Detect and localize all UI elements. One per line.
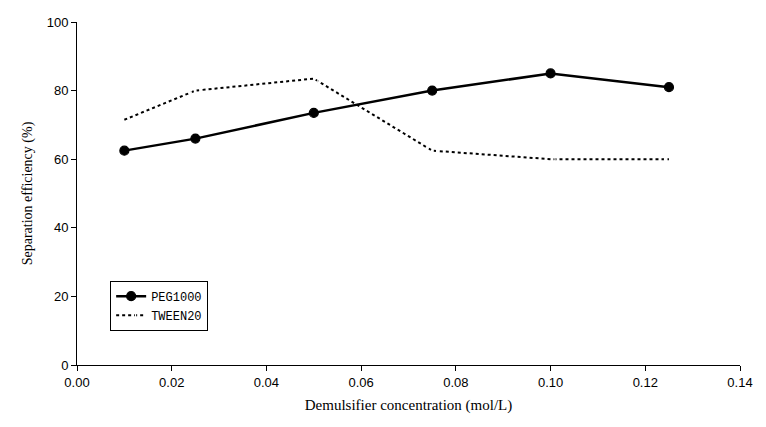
svg-text:20: 20 [54, 289, 68, 304]
svg-text:0.06: 0.06 [348, 375, 373, 390]
svg-text:0.02: 0.02 [159, 375, 184, 390]
svg-text:0.10: 0.10 [538, 375, 563, 390]
svg-text:PEG1000: PEG1000 [151, 291, 201, 305]
svg-text:0.04: 0.04 [254, 375, 279, 390]
svg-text:TWEEN20: TWEEN20 [151, 310, 201, 324]
svg-text:80: 80 [54, 83, 68, 98]
svg-text:0: 0 [61, 358, 68, 373]
svg-text:40: 40 [54, 220, 68, 235]
svg-text:0.14: 0.14 [727, 375, 752, 390]
svg-text:0.08: 0.08 [443, 375, 468, 390]
svg-text:60: 60 [54, 152, 68, 167]
svg-text:100: 100 [47, 15, 69, 30]
svg-text:0.00: 0.00 [64, 375, 89, 390]
svg-text:0.12: 0.12 [633, 375, 658, 390]
svg-text:Separation efficiency (%): Separation efficiency (%) [20, 121, 36, 265]
svg-text:Demulsifier concentration (mol: Demulsifier concentration (mol/L) [305, 397, 512, 414]
